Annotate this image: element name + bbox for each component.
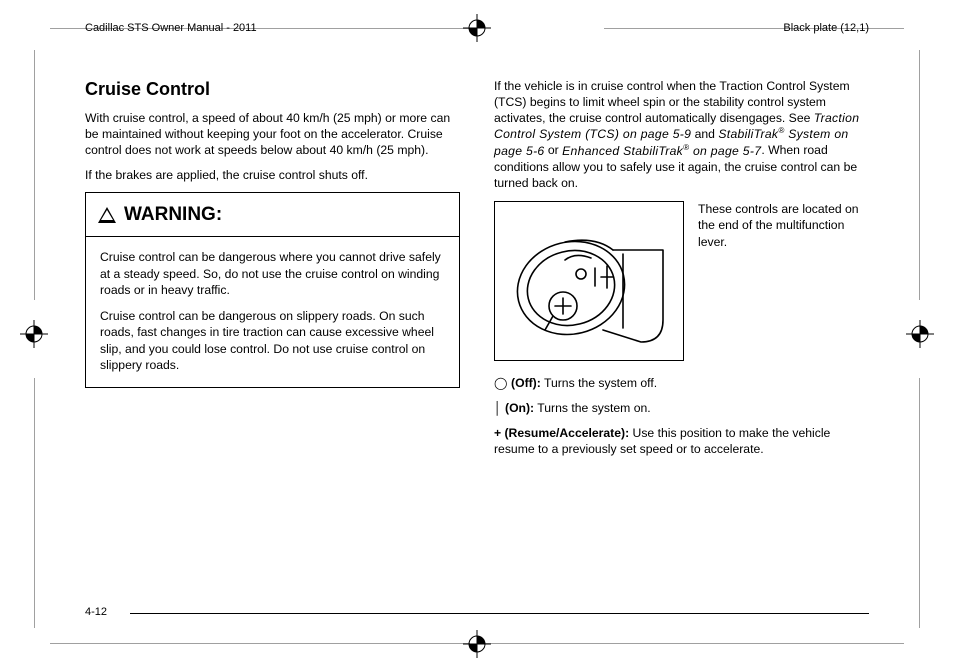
off-symbol-icon: ◯ xyxy=(494,376,508,390)
plate-label: Black plate (12,1) xyxy=(783,22,869,34)
crop-line xyxy=(484,643,904,644)
cruise-lever-illustration xyxy=(494,201,684,361)
crop-line xyxy=(34,50,35,300)
section-heading: Cruise Control xyxy=(85,78,460,102)
warning-title: WARNING: xyxy=(124,202,222,227)
warning-triangle-icon xyxy=(98,207,116,223)
right-column: If the vehicle is in cruise control when… xyxy=(494,78,869,608)
control-label: (On): xyxy=(502,401,535,415)
page-header: Cadillac STS Owner Manual - 2011 Black p… xyxy=(85,22,869,34)
manual-title: Cadillac STS Owner Manual - 2011 xyxy=(85,22,257,34)
warning-body: Cruise control can be dangerous where yo… xyxy=(86,237,459,387)
body-text: With cruise control, a speed of about 40… xyxy=(85,110,460,158)
crop-line xyxy=(919,50,920,300)
left-column: Cruise Control With cruise control, a sp… xyxy=(85,78,460,608)
figure-row: These controls are located on the end of… xyxy=(494,201,869,361)
figure-caption: These controls are located on the end of… xyxy=(698,201,869,250)
control-desc-off: ◯ (Off): Turns the system off. xyxy=(494,375,869,391)
registration-mark-icon xyxy=(463,630,491,658)
body-text: If the vehicle is in cruise control when… xyxy=(494,78,869,191)
crop-line xyxy=(50,643,470,644)
crop-line xyxy=(919,378,920,628)
warning-box: WARNING: Cruise control can be dangerous… xyxy=(85,192,460,388)
warning-text: Cruise control can be dangerous where yo… xyxy=(100,249,445,298)
control-desc-on: │ (On): Turns the system on. xyxy=(494,400,869,416)
page-number: 4-12 xyxy=(85,606,107,618)
body-text: If the brakes are applied, the cruise co… xyxy=(85,167,460,183)
crop-line xyxy=(34,378,35,628)
page-content: Cruise Control With cruise control, a sp… xyxy=(85,78,869,608)
warning-text: Cruise control can be dangerous on slipp… xyxy=(100,308,445,374)
footer-rule xyxy=(130,613,869,614)
registration-mark-icon xyxy=(906,320,934,348)
on-symbol-icon: │ xyxy=(494,401,502,415)
control-desc-resume: + (Resume/Accelerate): Use this position… xyxy=(494,425,869,457)
registration-mark-icon xyxy=(20,320,48,348)
warning-heading: WARNING: xyxy=(86,193,459,237)
manual-page: Cadillac STS Owner Manual - 2011 Black p… xyxy=(0,0,954,668)
xref: Enhanced StabiliTrak® on page 5‑7 xyxy=(562,144,761,158)
control-label: (Off): xyxy=(508,376,541,390)
control-label: + (Resume/Accelerate): xyxy=(494,426,629,440)
